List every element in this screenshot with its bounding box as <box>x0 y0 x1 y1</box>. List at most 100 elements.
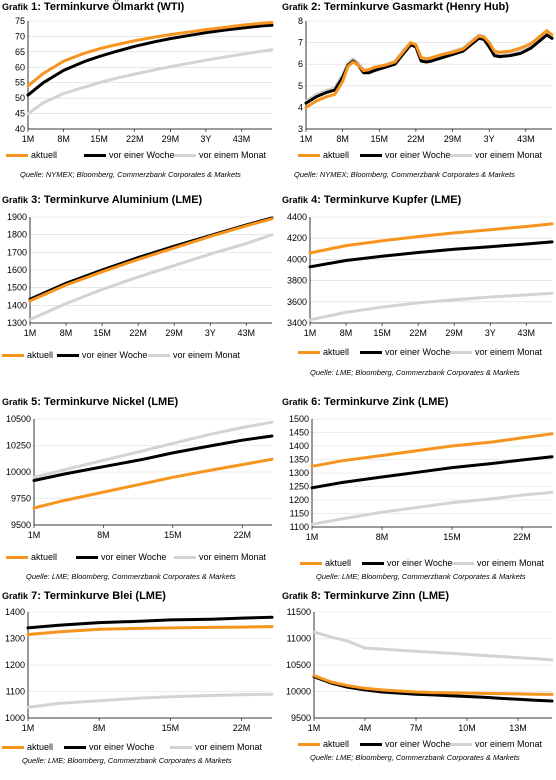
y-tick-label: 10500 <box>6 414 31 424</box>
x-tick-label: 8M <box>376 532 389 542</box>
x-tick-label: 22M <box>407 134 425 144</box>
legend-swatch-aktuell <box>298 153 320 157</box>
x-tick-label: 29M <box>165 328 183 338</box>
y-tick-label: 6 <box>298 59 303 69</box>
legend-swatch-monat <box>174 153 196 157</box>
legend-label-aktuell: aktuell <box>27 742 54 752</box>
legend-swatch-woche <box>84 153 106 157</box>
legend-item-woche: vor einer Woche <box>360 150 450 160</box>
source-note-4: Quelle: LME; Bloomberg, Commerzbank Corp… <box>310 368 520 377</box>
chart-title-text: Terminkurve Aluminium (LME) <box>43 194 203 206</box>
legend-swatch-monat <box>148 353 170 357</box>
series-line-aktuell <box>304 29 554 109</box>
x-tick-label: 15M <box>93 328 111 338</box>
chart-number: 5: <box>31 396 41 408</box>
chart-panel-1: Grafik 1: Terminkurve Ölmarkt (WTI) 40 45… <box>0 0 276 191</box>
legend-label-monat: vor einem Monat <box>475 739 543 749</box>
y-tick-label: 1400 <box>7 300 27 310</box>
chart-number: 1: <box>31 1 41 13</box>
chart-title-text: Terminkurve Gasmarkt (Henry Hub) <box>323 1 509 13</box>
source-note-2: Quelle: NYMEX; Bloomberg, Commerzbank Co… <box>294 170 515 179</box>
legend-swatch-monat <box>450 153 472 157</box>
legend-swatch-aktuell <box>2 745 24 749</box>
x-tick-label: 22M <box>129 328 147 338</box>
x-tick-label: 15M <box>373 328 391 338</box>
chart-panel-2: Grafik 2: Terminkurve Gasmarkt (Henry Hu… <box>280 0 556 191</box>
series-line-aktuell <box>32 457 274 510</box>
chart-panel-5: Grafik 5: Terminkurve Nickel (LME) 9500 9… <box>0 395 276 586</box>
line-chart-7: 1000 1100 1200 1300 1400 1M 8M 15M 22M <box>5 607 274 733</box>
y-tick-label: 9500 <box>11 520 31 530</box>
legend-item-monat: vor einem Monat <box>450 150 542 160</box>
chart-title-7: Grafik 7: Terminkurve Blei (LME) <box>2 590 166 602</box>
y-tick-label: 9500 <box>291 713 311 723</box>
x-tick-label: 15M <box>162 723 180 733</box>
legend-swatch-monat <box>450 350 472 354</box>
x-tick-label: 3Y <box>484 134 495 144</box>
legend-swatch-woche <box>76 555 98 559</box>
y-tick-label: 4200 <box>287 233 307 243</box>
x-tick-label: 22M <box>513 532 531 542</box>
chart-panel-4: Grafik 4: Terminkurve Kupfer (LME) 3400 3… <box>280 193 556 384</box>
chart-title-1: Grafik 1: Terminkurve Ölmarkt (WTI) <box>2 1 184 13</box>
legend-item-aktuell: aktuell <box>2 350 53 360</box>
legend-label-woche: vor einer Woche <box>109 150 175 160</box>
chart-panel-8: Grafik 8: Terminkurve Zinn (LME) 9500 100… <box>280 589 556 780</box>
y-tick-label: 1300 <box>7 318 27 328</box>
source-note-5: Quelle: LME; Bloomberg, Commerzbank Corp… <box>26 572 236 581</box>
series-line-aktuell <box>310 432 554 468</box>
chart-label: Grafik <box>282 591 309 601</box>
x-tick-label: 43M <box>237 328 255 338</box>
legend-swatch-aktuell <box>6 555 28 559</box>
x-tick-label: 29M <box>445 328 463 338</box>
legend-item-monat: vor einem Monat <box>174 150 266 160</box>
legend-swatch-aktuell <box>300 561 322 565</box>
legend-label-aktuell: aktuell <box>31 552 58 562</box>
series-line-aktuell <box>312 674 554 696</box>
legend-label-monat: vor einem Monat <box>173 350 241 360</box>
legend-item-aktuell: aktuell <box>2 742 53 752</box>
y-tick-label: 75 <box>15 16 25 26</box>
legend-swatch-woche <box>360 350 382 354</box>
legend-label-aktuell: aktuell <box>27 350 54 360</box>
legend-item-aktuell: aktuell <box>6 150 57 160</box>
x-tick-label: 15M <box>90 134 108 144</box>
x-tick-label: 1M <box>306 532 319 542</box>
x-tick-label: 29M <box>162 134 180 144</box>
line-chart-8: 9500 10000 10500 11000 11500 1M 4M 7M 10M 13M <box>286 607 554 733</box>
chart-title-2: Grafik 2: Terminkurve Gasmarkt (Henry Hu… <box>282 1 509 13</box>
chart-number: 8: <box>311 590 321 602</box>
line-chart-5: 9500 9750 10000 10250 10500 1M 8M 15M 22M <box>6 414 274 540</box>
x-tick-label: 10M <box>458 723 476 733</box>
line-chart-4: 3400 3600 3800 4000 4200 4400 1M 8M 15M 22M 29M 3Y 4… <box>287 212 554 338</box>
legend-item-aktuell: aktuell <box>298 739 349 749</box>
source-note-7: Quelle: LME; Bloomberg, Commerzbank Corp… <box>22 756 232 765</box>
line-chart-3: 1300 1400 1500 1600 1700 1800 1900 1M 8M 15M 22M 29… <box>7 212 274 338</box>
y-tick-label: 60 <box>15 62 25 72</box>
series-line-monat <box>32 420 274 479</box>
y-tick-label: 3800 <box>287 276 307 286</box>
legend-label-monat: vor einem Monat <box>475 150 543 160</box>
chart-label: Grafik <box>282 2 309 12</box>
chart-number: 7: <box>31 590 41 602</box>
legend-swatch-monat <box>452 561 474 565</box>
x-tick-label: 22M <box>126 134 144 144</box>
y-tick-label: 4400 <box>287 212 307 222</box>
legend-swatch-woche <box>362 561 384 565</box>
y-tick-label: 1400 <box>5 607 25 617</box>
legend-label-aktuell: aktuell <box>323 739 350 749</box>
x-tick-label: 8M <box>60 328 73 338</box>
legend-label-aktuell: aktuell <box>323 347 350 357</box>
y-tick-label: 10250 <box>6 441 31 451</box>
y-tick-label: 4000 <box>287 254 307 264</box>
legend-label-monat: vor einem Monat <box>477 558 545 568</box>
y-tick-label: 1150 <box>290 509 309 519</box>
legend-label-woche: vor einer Woche <box>387 558 453 568</box>
chart-title-text: Terminkurve Kupfer (LME) <box>323 194 462 206</box>
y-tick-label: 10000 <box>6 467 31 477</box>
legend-item-monat: vor einem Monat <box>450 739 542 749</box>
legend-swatch-monat <box>170 745 192 749</box>
y-tick-label: 1700 <box>7 247 27 257</box>
y-tick-label: 45 <box>15 109 25 119</box>
x-tick-label: 1M <box>300 134 313 144</box>
